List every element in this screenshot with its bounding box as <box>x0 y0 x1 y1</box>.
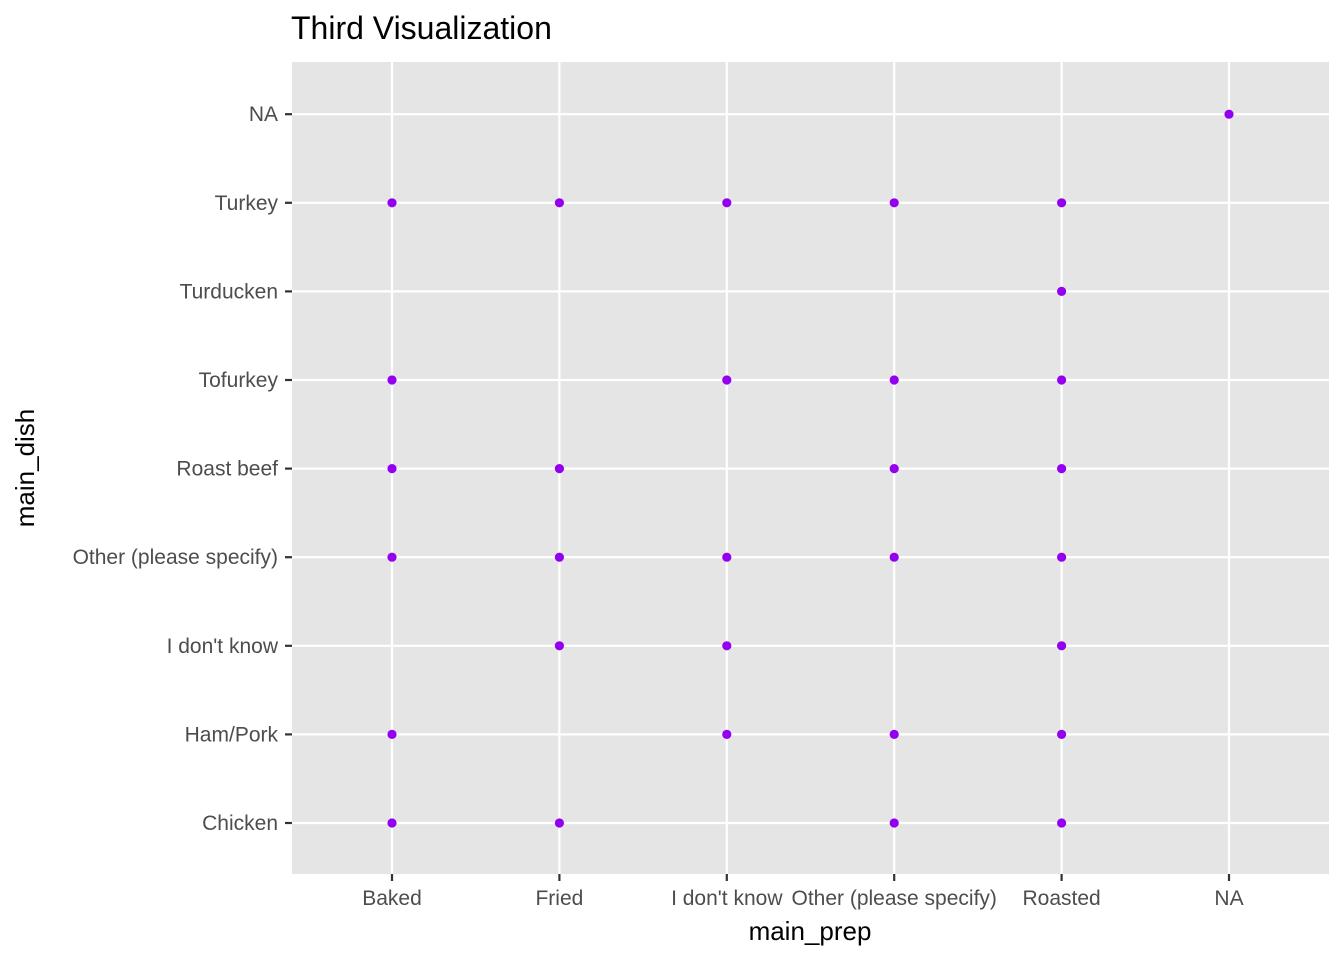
point-baked-chicken <box>387 818 397 828</box>
y-axis-title: main_dish <box>10 409 40 528</box>
point-i-don-t-know-turkey <box>722 198 732 208</box>
point-roasted-i-don-t-know <box>1057 641 1067 651</box>
point-roasted-chicken <box>1057 818 1067 828</box>
x-tick-label-roasted: Roasted <box>1022 887 1100 910</box>
data-points <box>387 109 1234 828</box>
point-roasted-turkey <box>1057 198 1067 208</box>
y-tick-label-tofurkey: Tofurkey <box>199 369 279 392</box>
x-tick-label-i-don-t-know: I don't know <box>671 887 783 910</box>
point-baked-ham-pork <box>387 729 397 740</box>
y-tick-label-i-don-t-know: I don't know <box>167 635 279 658</box>
point-i-don-t-know-i-don-t-know <box>722 641 732 651</box>
point-fried-roast-beef <box>554 464 565 474</box>
point-baked-tofurkey <box>387 375 397 385</box>
y-axis: Chicken Ham/Pork I don't know Other (please… <box>73 103 292 835</box>
x-axis: Baked Fried I don't know Other (please spec… <box>362 874 1244 910</box>
point-baked-other-please-specify <box>387 552 397 562</box>
x-axis-title: main_prep <box>749 916 872 946</box>
point-other-please-specify-other-please-specify <box>889 552 899 562</box>
y-tick-label-ham-pork: Ham/Pork <box>185 723 279 746</box>
point-roasted-roast-beef <box>1057 464 1067 474</box>
point-baked-roast-beef <box>387 464 397 474</box>
point-other-please-specify-turkey <box>889 198 899 208</box>
point-na-na <box>1224 109 1234 119</box>
point-roasted-ham-pork <box>1057 729 1067 740</box>
point-other-please-specify-ham-pork <box>889 729 899 740</box>
y-tick-label-turducken: Turducken <box>180 280 278 303</box>
point-i-don-t-know-ham-pork <box>722 729 732 740</box>
x-tick-label-other-please-specify: Other (please specify) <box>791 887 996 910</box>
y-tick-label-na: NA <box>249 103 278 126</box>
x-tick-label-fried: Fried <box>535 887 583 910</box>
point-other-please-specify-roast-beef <box>889 464 899 474</box>
point-fried-chicken <box>554 818 565 828</box>
gridlines <box>292 62 1329 874</box>
point-roasted-other-please-specify <box>1057 552 1067 562</box>
y-tick-label-other-please-specify: Other (please specify) <box>73 546 278 569</box>
point-i-don-t-know-other-please-specify <box>722 552 732 562</box>
point-baked-turkey <box>387 198 397 208</box>
point-roasted-tofurkey <box>1057 375 1067 385</box>
point-fried-i-don-t-know <box>554 641 565 651</box>
y-tick-label-roast-beef: Roast beef <box>176 458 278 481</box>
point-fried-turkey <box>554 198 565 208</box>
point-other-please-specify-tofurkey <box>889 375 899 385</box>
x-tick-label-baked: Baked <box>362 887 422 910</box>
point-other-please-specify-chicken <box>889 818 899 828</box>
point-roasted-turducken <box>1057 286 1067 296</box>
y-tick-label-chicken: Chicken <box>202 812 278 835</box>
chart-title: Third Visualization <box>291 10 552 46</box>
point-fried-other-please-specify <box>554 552 565 562</box>
point-i-don-t-know-tofurkey <box>722 375 732 385</box>
y-tick-label-turkey: Turkey <box>215 192 279 215</box>
x-tick-label-na: NA <box>1214 887 1243 910</box>
